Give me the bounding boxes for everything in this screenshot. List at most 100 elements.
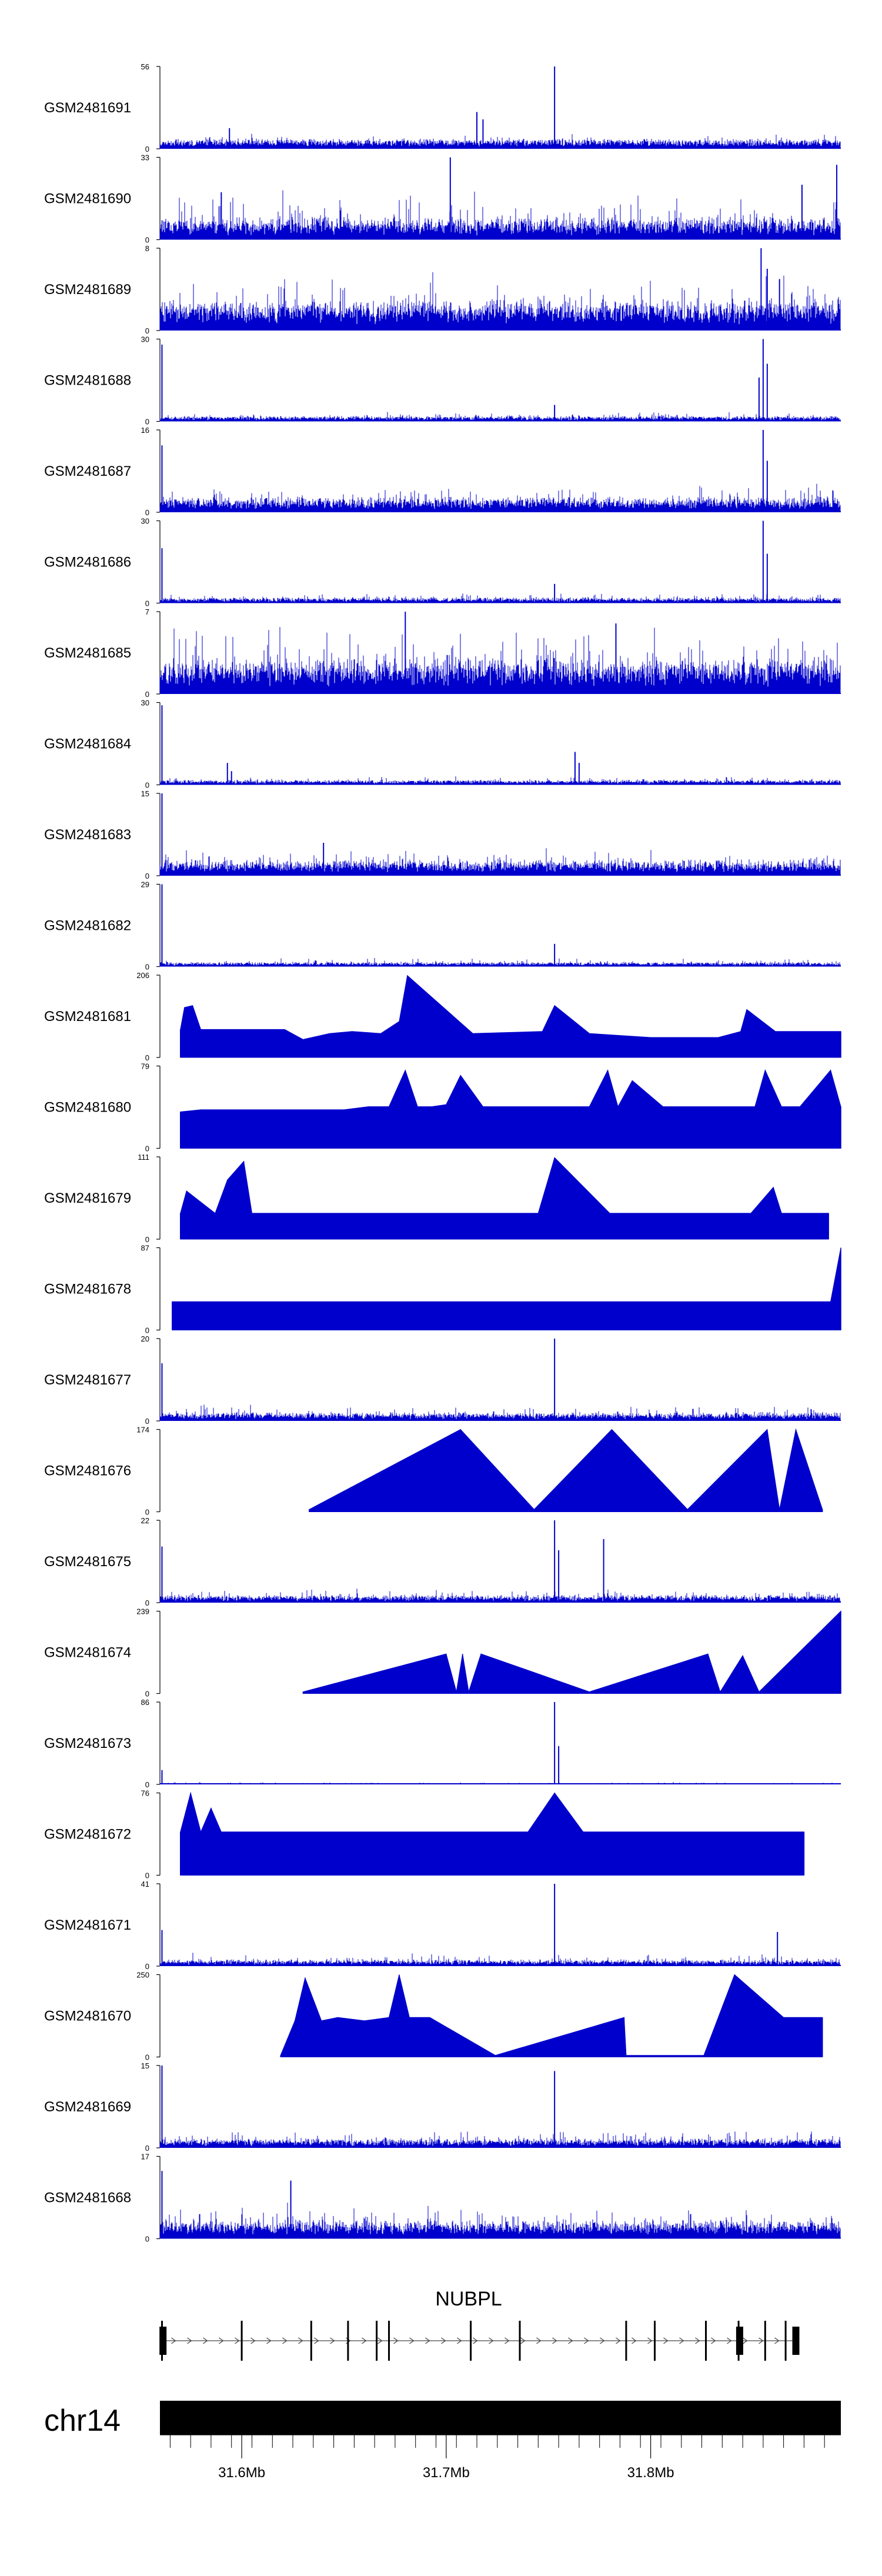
signal-tracks: GSM2481691560GSM2481690330GSM248168980GS… (44, 62, 841, 2244)
track-label: GSM2481687 (44, 463, 131, 479)
y-max-label: 15 (141, 789, 149, 798)
track-label: GSM2481668 (44, 2190, 131, 2206)
y-min-label: 0 (145, 1780, 149, 1789)
y-max-label: 239 (136, 1607, 149, 1616)
y-min-label: 0 (145, 326, 149, 335)
axis-tick-label: 31.8Mb (627, 2465, 674, 2481)
track-label: GSM2481690 (44, 191, 131, 207)
y-max-label: 30 (141, 699, 149, 708)
chromosome-name: chr14 (44, 2404, 121, 2438)
gene-exon (470, 2321, 472, 2361)
track-label: GSM2481686 (44, 555, 131, 570)
signal-coverage (160, 848, 840, 876)
gene-exon (785, 2321, 787, 2361)
track-label: GSM2481673 (44, 1736, 131, 1751)
gene-exon (764, 2321, 766, 2361)
signal-area (181, 1793, 804, 1876)
track-label: GSM2481674 (44, 1645, 131, 1661)
signal-area (280, 1975, 822, 2057)
gene-exon (625, 2321, 627, 2361)
track-GSM2481691: GSM2481691 56 0 (44, 62, 841, 154)
signal-coverage (160, 191, 840, 240)
y-max-label: 87 (141, 1244, 149, 1253)
signal-area (303, 1611, 841, 1694)
axis-tick-label: 31.7Mb (423, 2465, 470, 2481)
track-label: GSM2481679 (44, 1190, 131, 1206)
y-max-label: 111 (138, 1153, 149, 1162)
track-label: GSM2481678 (44, 1282, 131, 1297)
gene-exon (159, 2327, 166, 2355)
track-GSM2481684: GSM2481684 30 0 (44, 699, 841, 790)
track-GSM2481678: GSM2481678870 (44, 1244, 841, 1335)
track-label: GSM2481677 (44, 1372, 131, 1388)
gene-exon (376, 2321, 377, 2361)
signal-coverage (160, 1589, 840, 1603)
signal-area (309, 1430, 823, 1512)
track-label: GSM2481675 (44, 1554, 131, 1570)
track-GSM2481689: GSM248168980 (44, 244, 841, 335)
y-max-label: 79 (141, 1062, 149, 1071)
track-label: GSM2481670 (44, 2008, 131, 2024)
track-GSM2481688: GSM2481688 30 0 (44, 335, 841, 426)
track-GSM2481682: GSM2481682 29 0 (44, 880, 841, 972)
y-max-label: 174 (136, 1426, 149, 1434)
y-min-label: 0 (145, 1508, 149, 1517)
y-max-label: 56 (141, 62, 149, 71)
signal-coverage (160, 134, 840, 149)
y-max-label: 41 (141, 1880, 149, 1888)
signal-coverage (160, 272, 840, 331)
y-min-label: 0 (145, 2053, 149, 2062)
track-GSM2481680: GSM2481680 79 0 (44, 1062, 841, 1153)
signal-coverage (160, 776, 840, 785)
y-max-label: 20 (141, 1334, 149, 1343)
y-min-label: 0 (145, 1053, 149, 1062)
track-label: GSM2481671 (44, 1917, 131, 1933)
y-max-label: 29 (141, 880, 149, 889)
y-min-label: 0 (145, 1235, 149, 1244)
signal-coverage (160, 1404, 840, 1421)
gene-exon (519, 2321, 521, 2361)
y-min-label: 0 (145, 781, 149, 790)
track-GSM2481673: GSM2481673 86 0 (44, 1698, 841, 1789)
y-max-label: 76 (141, 1789, 149, 1798)
y-max-label: 86 (141, 1698, 149, 1707)
y-min-label: 0 (145, 145, 149, 154)
track-GSM2481670: GSM2481670 250 0 (44, 1971, 823, 2062)
y-max-label: 16 (141, 426, 149, 435)
y-min-label: 0 (145, 1599, 149, 1607)
track-label: GSM2481669 (44, 2099, 131, 2115)
track-label: GSM2481685 (44, 645, 131, 661)
gene-exon (705, 2321, 707, 2361)
gene-track: NUBPL (159, 2288, 799, 2361)
gene-exon (793, 2327, 800, 2355)
track-GSM2481668: GSM2481668 17 0 (44, 2153, 841, 2244)
y-max-label: 33 (141, 154, 149, 162)
y-min-label: 0 (145, 2144, 149, 2153)
chromosome-ideogram-bar (160, 2401, 841, 2435)
track-GSM2481671: GSM2481671 41 0 (44, 1880, 841, 1971)
y-max-label: 7 (145, 608, 149, 616)
y-min-label: 0 (145, 2235, 149, 2244)
y-max-label: 17 (141, 2153, 149, 2161)
y-min-label: 0 (145, 1690, 149, 1699)
signal-coverage (160, 2131, 840, 2148)
y-max-label: 30 (141, 335, 149, 344)
track-label: GSM2481681 (44, 1009, 131, 1025)
gene-model (159, 2321, 799, 2361)
signal-area (181, 976, 841, 1057)
track-GSM2481676: GSM2481676 174 0 (44, 1426, 823, 1517)
gene-exon (388, 2321, 390, 2361)
track-GSM2481669: GSM2481669 15 0 (44, 2061, 841, 2153)
track-GSM2481685: GSM2481685 7 0 (44, 608, 841, 699)
y-max-label: 22 (141, 1516, 149, 1525)
track-GSM2481677: GSM2481677 20 0 (44, 1334, 841, 1426)
gene-exon (736, 2327, 743, 2355)
gene-name: NUBPL (435, 2288, 502, 2310)
y-max-label: 15 (141, 2061, 149, 2070)
track-GSM2481672: GSM2481672760 (44, 1789, 804, 1880)
y-min-label: 0 (145, 1962, 149, 1971)
signal-area (172, 1248, 841, 1330)
signal-coverage (160, 2203, 840, 2238)
y-max-label: 250 (136, 1971, 149, 1980)
